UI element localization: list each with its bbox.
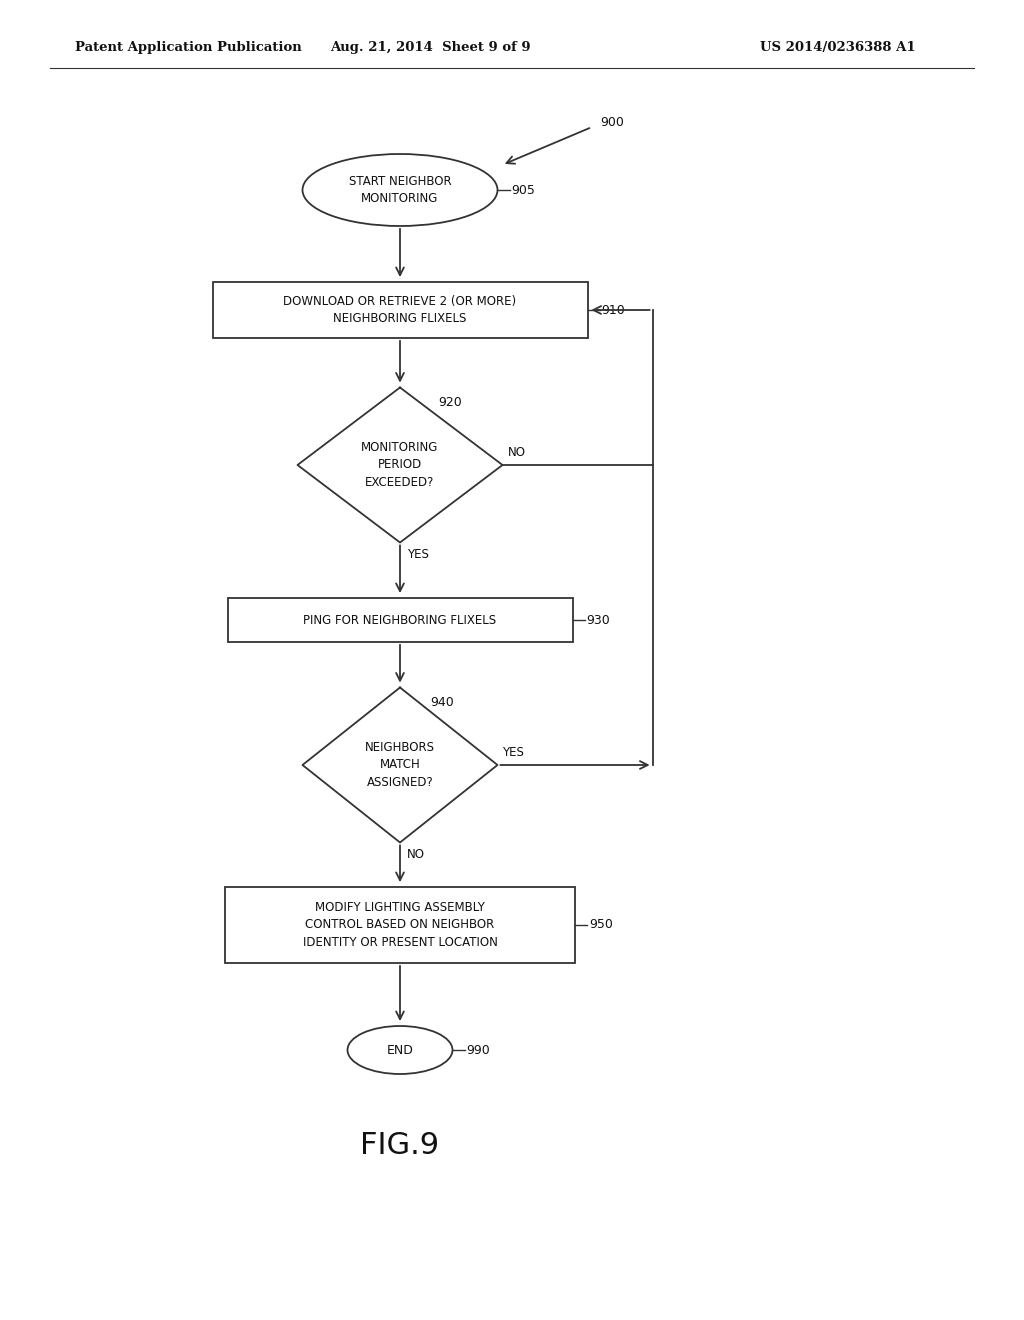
Bar (225, 887, 575, 964)
Text: US 2014/0236388 A1: US 2014/0236388 A1 (760, 41, 915, 54)
Text: Aug. 21, 2014  Sheet 9 of 9: Aug. 21, 2014 Sheet 9 of 9 (330, 41, 530, 54)
Text: Patent Application Publication: Patent Application Publication (75, 41, 302, 54)
Text: 905: 905 (512, 183, 536, 197)
Text: FIG.9: FIG.9 (360, 1130, 439, 1159)
Text: START NEIGHBOR
MONITORING: START NEIGHBOR MONITORING (349, 174, 452, 205)
Text: 920: 920 (438, 396, 462, 409)
Ellipse shape (302, 154, 498, 226)
Text: NO: NO (508, 446, 525, 459)
Text: END: END (387, 1044, 414, 1056)
Text: NEIGHBORS
MATCH
ASSIGNED?: NEIGHBORS MATCH ASSIGNED? (365, 741, 435, 789)
Polygon shape (302, 688, 498, 842)
Text: 940: 940 (430, 697, 454, 710)
Text: 900: 900 (600, 116, 624, 128)
Text: 910: 910 (601, 304, 626, 317)
Text: 990: 990 (467, 1044, 490, 1056)
Text: YES: YES (503, 746, 524, 759)
Text: YES: YES (407, 548, 429, 561)
Ellipse shape (347, 1026, 453, 1074)
Text: 930: 930 (587, 614, 610, 627)
Text: DOWNLOAD OR RETRIEVE 2 (OR MORE)
NEIGHBORING FLIXELS: DOWNLOAD OR RETRIEVE 2 (OR MORE) NEIGHBO… (284, 294, 516, 325)
Polygon shape (298, 388, 503, 543)
Bar (227, 598, 572, 642)
Text: MODIFY LIGHTING ASSEMBLY
CONTROL BASED ON NEIGHBOR
IDENTITY OR PRESENT LOCATION: MODIFY LIGHTING ASSEMBLY CONTROL BASED O… (302, 902, 498, 949)
Text: NO: NO (407, 847, 425, 861)
Text: 950: 950 (589, 919, 613, 932)
Text: MONITORING
PERIOD
EXCEEDED?: MONITORING PERIOD EXCEEDED? (361, 441, 438, 488)
Text: PING FOR NEIGHBORING FLIXELS: PING FOR NEIGHBORING FLIXELS (303, 614, 497, 627)
Bar (213, 282, 588, 338)
